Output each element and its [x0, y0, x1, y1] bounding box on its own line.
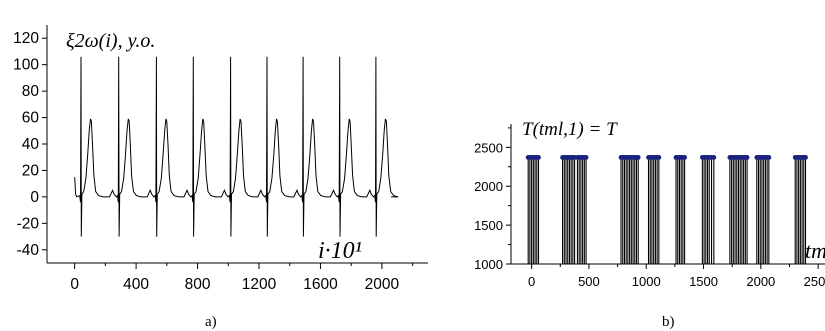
panel-b-point-marker: [583, 155, 589, 160]
panel-a-y-label: ξ2ω(i), y.o.: [66, 30, 155, 52]
panel-a-y-tick-label: 100: [13, 57, 39, 74]
panel-b-bar-chart: 1000 1500 2000 2500 0 500 1000 1500 2000 2500 T(…: [474, 119, 825, 330]
panel-b-y-label: T(tml,1) = T: [522, 119, 618, 140]
panel-a-y-tick-label: -40: [17, 242, 40, 259]
panel-b-y-tick-label: 2000: [474, 179, 503, 194]
panel-a-x-tick-label: 400: [123, 276, 149, 293]
panel-b-x-tick-label: 1000: [632, 274, 661, 289]
panel-b-y-tick-label: 1500: [474, 218, 503, 233]
panel-b-point-marker: [744, 155, 750, 160]
panel-b-point-marker: [682, 155, 688, 160]
panel-b-x-tick-label: 2500: [804, 274, 825, 289]
panel-a-caption: a): [205, 314, 217, 330]
panel-a-y-tick-label: 120: [13, 30, 39, 47]
panel-b-point-marker: [656, 155, 662, 160]
panel-b-x-tick-label: 500: [578, 274, 600, 289]
panel-a-y-tick-label: 60: [22, 110, 40, 127]
panel-a-y-tick-label: 20: [22, 162, 40, 179]
panel-a-x-tick-label: 0: [70, 276, 79, 293]
panel-b-y-tick-label: 2500: [474, 140, 503, 155]
panel-a-y-tick-label: 40: [22, 136, 40, 153]
panel-b-x-tick-label: 0: [528, 274, 535, 289]
panel-b-x-label: tml: [805, 238, 825, 263]
panel-a-x-tick-label: 1600: [303, 276, 338, 293]
panel-b-point-marker: [536, 155, 541, 160]
panel-a-x-tick-label: 2000: [365, 276, 400, 293]
panel-b-caption: b): [662, 314, 675, 330]
panel-b-x-tick-label: 2000: [746, 274, 775, 289]
panel-a-y-tick-label: 80: [22, 83, 40, 100]
panel-a-y-tick-label: 0: [30, 189, 39, 206]
panel-b-x-tick-label: 1500: [689, 274, 718, 289]
panel-a-y-tick-label: -20: [17, 215, 40, 232]
panel-a-x-tick-label: 1200: [242, 276, 277, 293]
panel-b-point-marker: [803, 155, 808, 160]
panel-b-point-marker: [635, 155, 641, 160]
panel-a-x-tick-label: 800: [185, 276, 211, 293]
panel-a-x-label: i·10¹: [318, 238, 362, 264]
panel-b-point-marker: [766, 155, 772, 160]
panel-b-point-marker: [711, 155, 717, 160]
panel-b-y-tick-label: 1000: [474, 257, 503, 272]
panel-a-ecg-chart: -40 -20 0 20 40 60 80 100 120 0 400 800 1200 1600 200…: [13, 25, 428, 330]
panel-a-series-line: [74, 56, 399, 237]
